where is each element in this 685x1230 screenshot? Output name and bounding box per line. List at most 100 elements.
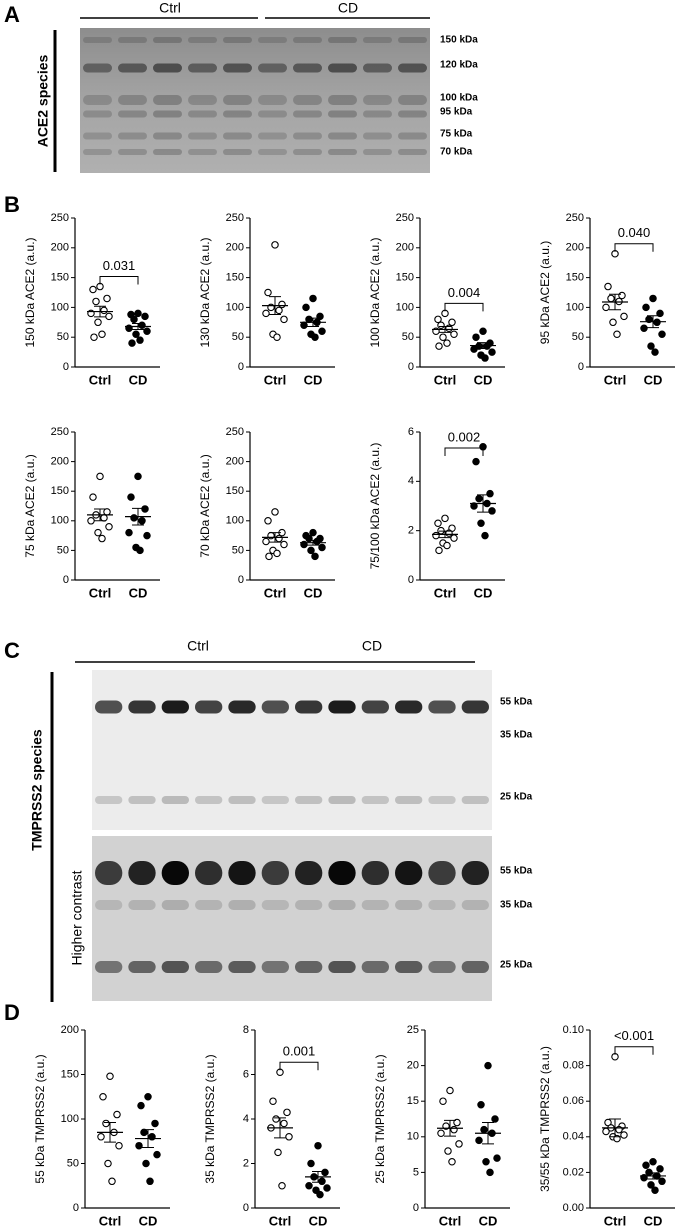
error-bar bbox=[269, 296, 281, 316]
y-axis-label: 25 kDa TMPRSS2 (a.u.) bbox=[373, 1054, 387, 1183]
blot-image bbox=[92, 836, 492, 1001]
y-tick-label: 50 bbox=[57, 331, 69, 343]
y-tick-label: 4 bbox=[243, 1113, 249, 1125]
blot-band bbox=[261, 961, 289, 973]
y-tick-label: 50 bbox=[232, 331, 244, 343]
data-point bbox=[104, 1159, 112, 1168]
data-point bbox=[620, 1131, 628, 1139]
y-tick-label: 0.08 bbox=[563, 1060, 584, 1072]
data-point bbox=[305, 315, 313, 324]
y-tick-label: 100 bbox=[61, 1113, 79, 1125]
kda-label: 95 kDa bbox=[440, 107, 473, 118]
data-point bbox=[128, 339, 136, 347]
x-tick-label: CD bbox=[139, 1213, 158, 1228]
data-point bbox=[89, 285, 97, 294]
y-axis-label: 55 kDa TMPRSS2 (a.u.) bbox=[33, 1054, 47, 1183]
error-bar bbox=[307, 317, 319, 327]
data-point bbox=[472, 457, 480, 466]
blot-band bbox=[223, 110, 252, 118]
blot-band bbox=[295, 961, 323, 973]
y-tick-label: 250 bbox=[51, 426, 69, 438]
blot-band bbox=[363, 149, 392, 155]
group-label: Ctrl bbox=[159, 0, 181, 16]
y-tick-label: 200 bbox=[61, 1024, 79, 1036]
blot-band bbox=[83, 110, 112, 118]
blot-band bbox=[118, 149, 147, 155]
blot-band bbox=[261, 796, 289, 804]
data-point bbox=[273, 333, 281, 341]
contrast-label: Higher contrast bbox=[69, 870, 85, 965]
data-point bbox=[443, 541, 451, 550]
y-tick-label: 6 bbox=[408, 426, 414, 438]
blot-band bbox=[153, 110, 182, 118]
significance-bracket bbox=[444, 447, 484, 456]
data-point bbox=[113, 1110, 121, 1119]
y-tick-label: 2 bbox=[243, 1157, 249, 1169]
x-tick-label: Ctrl bbox=[604, 372, 626, 387]
blot-band bbox=[118, 95, 147, 105]
blot-band bbox=[293, 110, 322, 118]
data-point bbox=[307, 546, 315, 555]
data-point bbox=[470, 502, 478, 510]
blot-band bbox=[461, 961, 489, 973]
data-point bbox=[265, 552, 273, 561]
data-point bbox=[100, 306, 108, 315]
blot-band bbox=[195, 861, 223, 885]
data-point bbox=[106, 1072, 114, 1081]
blot-band bbox=[161, 961, 189, 973]
x-tick-label: CD bbox=[474, 372, 493, 387]
x-tick-label: CD bbox=[304, 372, 323, 387]
data-point bbox=[302, 303, 310, 312]
blot-band bbox=[395, 796, 423, 804]
y-axis-label: 75/100 kDa ACE2 (a.u.) bbox=[368, 443, 382, 570]
y-tick-label: 200 bbox=[396, 242, 414, 254]
y-tick-label: 0 bbox=[63, 361, 69, 373]
data-point bbox=[647, 1181, 655, 1189]
group-label: Ctrl bbox=[187, 638, 209, 654]
data-point bbox=[140, 1128, 148, 1137]
blot-band bbox=[258, 63, 287, 73]
data-point bbox=[481, 531, 489, 540]
data-point bbox=[136, 336, 144, 344]
blot-band bbox=[188, 95, 217, 105]
data-point bbox=[493, 1154, 501, 1162]
y-tick-label: 200 bbox=[51, 456, 69, 468]
blot-band bbox=[461, 861, 489, 885]
data-point bbox=[97, 1133, 105, 1141]
blot-band bbox=[293, 132, 322, 140]
blot-band bbox=[228, 796, 256, 804]
y-tick-label: 150 bbox=[226, 485, 244, 497]
blot-band bbox=[398, 110, 427, 118]
blot-band bbox=[328, 961, 356, 973]
data-point bbox=[132, 330, 140, 338]
y-tick-label: 250 bbox=[226, 212, 244, 224]
y-tick-label: 0 bbox=[408, 574, 414, 586]
kda-label: 35 kDa bbox=[500, 730, 533, 741]
blot-band bbox=[228, 861, 256, 885]
data-point bbox=[455, 1140, 463, 1148]
blot-band bbox=[395, 700, 423, 714]
data-point bbox=[649, 294, 657, 303]
blot-band bbox=[258, 149, 287, 155]
data-point bbox=[477, 1101, 485, 1109]
data-point bbox=[645, 1168, 653, 1177]
blot-band bbox=[328, 900, 356, 910]
data-point bbox=[658, 330, 666, 338]
data-point bbox=[115, 1141, 123, 1150]
blot-band bbox=[398, 149, 427, 155]
blot-band bbox=[428, 900, 456, 910]
data-point bbox=[482, 1157, 490, 1166]
x-tick-label: Ctrl bbox=[89, 585, 111, 600]
kda-label: 35 kDa bbox=[500, 900, 533, 911]
blot-band bbox=[153, 37, 182, 43]
kda-label: 55 kDa bbox=[500, 866, 533, 877]
panel-letter: A bbox=[4, 2, 20, 27]
data-point bbox=[144, 1093, 152, 1101]
y-tick-label: 0.04 bbox=[563, 1131, 584, 1143]
data-point bbox=[450, 534, 458, 542]
data-point bbox=[642, 303, 650, 312]
y-tick-label: 0 bbox=[238, 574, 244, 586]
y-tick-label: 0 bbox=[578, 361, 584, 373]
blot-band bbox=[398, 132, 427, 140]
y-tick-label: 15 bbox=[407, 1095, 419, 1107]
